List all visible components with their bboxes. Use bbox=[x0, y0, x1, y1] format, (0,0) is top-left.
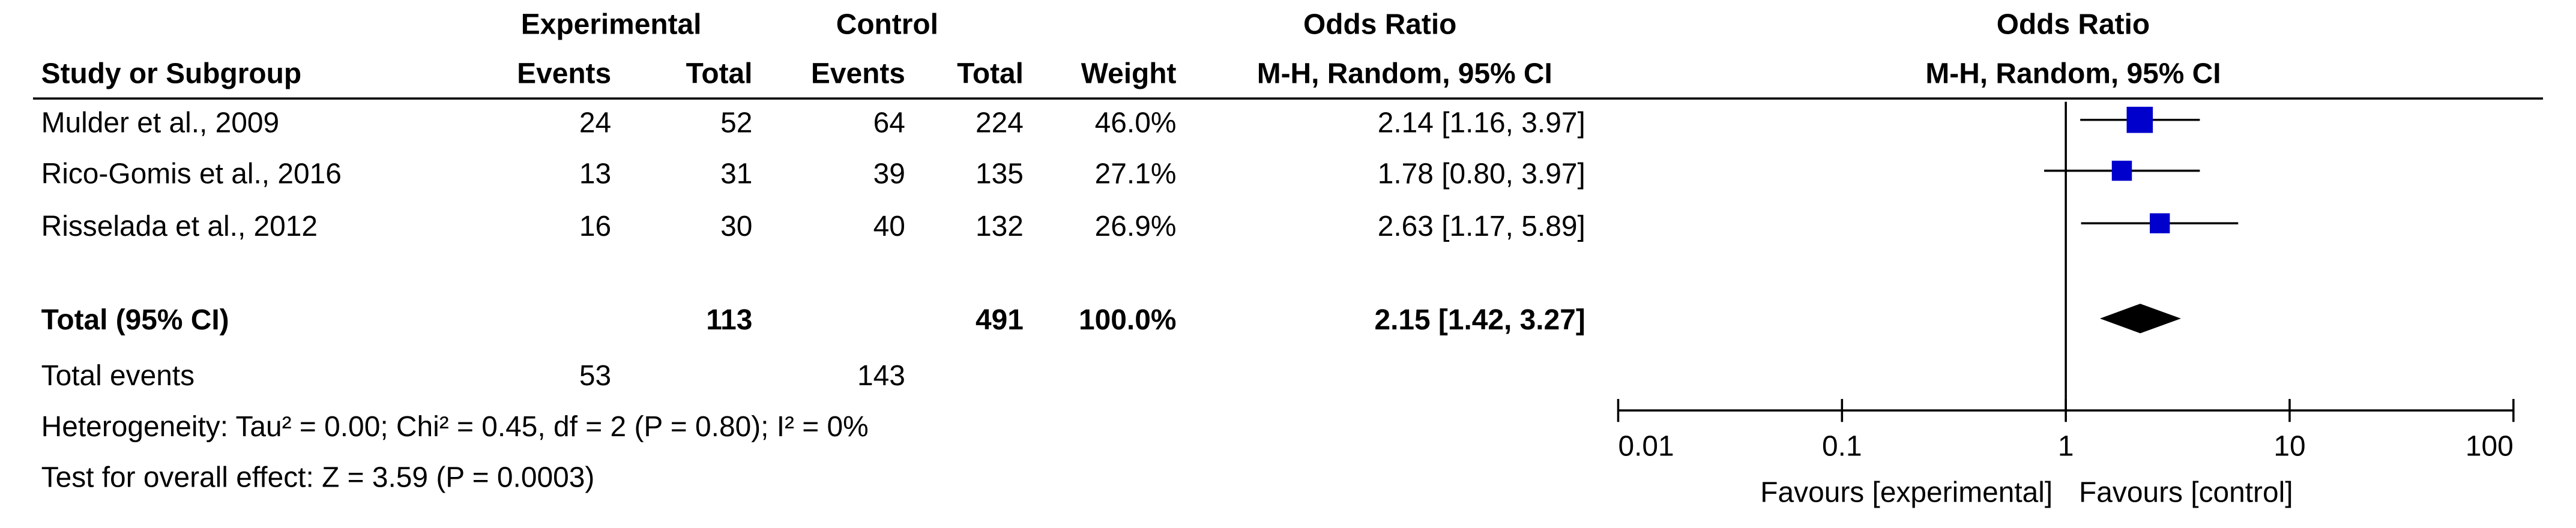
header: Experimental bbox=[521, 8, 702, 40]
study-name: Rico-Gomis et al., 2016 bbox=[41, 158, 342, 190]
header: Total bbox=[686, 58, 753, 90]
study-marker bbox=[2111, 160, 2132, 181]
x-tick-label: 0.1 bbox=[1822, 431, 1862, 463]
study-name: Risselada et al., 2012 bbox=[41, 211, 318, 242]
cell: 2.63 [1.17, 5.89] bbox=[1378, 211, 1585, 242]
total-cell: 113 bbox=[706, 304, 752, 336]
x-tick-label: 1 bbox=[2058, 431, 2074, 463]
cell: 39 bbox=[873, 158, 905, 190]
header: Events bbox=[811, 58, 905, 90]
events-cell: 143 bbox=[857, 360, 905, 392]
cell: 16 bbox=[579, 211, 611, 242]
x-tick-label: 0.01 bbox=[1618, 431, 1674, 463]
favours-label: Favours [control] bbox=[2079, 476, 2293, 508]
cell: 40 bbox=[873, 211, 905, 242]
x-tick-label: 10 bbox=[2273, 431, 2305, 463]
cell: 132 bbox=[976, 211, 1024, 242]
cell: 24 bbox=[579, 107, 611, 139]
header: M-H, Random, 95% CI bbox=[1257, 58, 1552, 90]
heterogeneity: Heterogeneity: Tau² = 0.00; Chi² = 0.45,… bbox=[41, 411, 869, 443]
cell: 2.14 [1.16, 3.97] bbox=[1378, 107, 1585, 139]
study-name: Mulder et al., 2009 bbox=[41, 107, 280, 139]
cell: 135 bbox=[976, 158, 1024, 190]
events-cell: 53 bbox=[579, 360, 611, 392]
total-cell: 2.15 [1.42, 3.27] bbox=[1374, 304, 1585, 336]
overall-effect: Test for overall effect: Z = 3.59 (P = 0… bbox=[41, 462, 595, 494]
cell: 31 bbox=[720, 158, 752, 190]
header: Weight bbox=[1081, 58, 1177, 90]
study-marker bbox=[2126, 106, 2153, 133]
total-name: Total (95% CI) bbox=[41, 304, 229, 336]
cell: 64 bbox=[873, 107, 905, 139]
header: Events bbox=[517, 58, 611, 90]
cell: 26.9% bbox=[1095, 211, 1177, 242]
cell: 30 bbox=[720, 211, 752, 242]
header: Odds Ratio bbox=[1303, 8, 1456, 40]
total-cell: 100.0% bbox=[1079, 304, 1176, 336]
total-diamond bbox=[2099, 304, 2181, 334]
cell: 224 bbox=[976, 107, 1024, 139]
cell: 27.1% bbox=[1095, 158, 1177, 190]
study-marker bbox=[2150, 213, 2170, 233]
cell: 1.78 [0.80, 3.97] bbox=[1378, 158, 1585, 190]
events-name: Total events bbox=[41, 360, 195, 392]
total-cell: 491 bbox=[976, 304, 1024, 336]
cell: 46.0% bbox=[1095, 107, 1177, 139]
cell: 52 bbox=[720, 107, 752, 139]
header: Total bbox=[957, 58, 1024, 90]
x-tick-label: 100 bbox=[2466, 431, 2514, 463]
header: Odds Ratio bbox=[1997, 8, 2150, 40]
header: Study or Subgroup bbox=[41, 58, 302, 90]
header: Control bbox=[836, 8, 938, 40]
favours-label: Favours [experimental] bbox=[1760, 476, 2053, 508]
cell: 13 bbox=[579, 158, 611, 190]
header: M-H, Random, 95% CI bbox=[1925, 58, 2221, 90]
